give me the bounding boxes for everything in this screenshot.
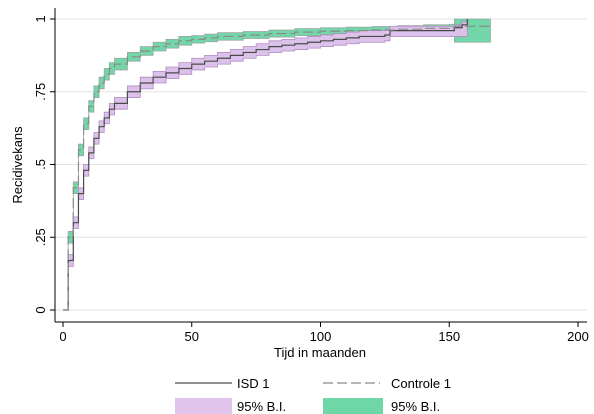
x-tick-label-1: 50 <box>185 329 199 344</box>
y-tick-label-1: .25 <box>33 228 48 246</box>
y-tick-label-3: .75 <box>33 83 48 101</box>
x-axis-title: Tijd in maanden <box>274 345 366 360</box>
survival-lines <box>63 19 491 311</box>
x-tick-label-2: 100 <box>310 329 332 344</box>
y-axis-ticks: 0 .25 .5 .75 1 <box>33 15 55 314</box>
y-axis-title: Recidivekans <box>10 126 25 204</box>
legend-label-0: ISD 1 <box>237 376 270 391</box>
legend-label-3: 95% B.I. <box>391 399 440 414</box>
x-tick-label-0: 0 <box>59 329 66 344</box>
legend-label-2: 95% B.I. <box>237 399 286 414</box>
x-tick-label-3: 150 <box>438 329 460 344</box>
series-line-1 <box>63 25 491 311</box>
x-axis-ticks: 0 50 100 150 200 <box>59 322 589 344</box>
legend-swatch-3 <box>323 398 383 414</box>
legend-swatch-2 <box>175 398 232 414</box>
y-tick-label-4: 1 <box>33 15 48 22</box>
legend: ISD 1 Controle 1 95% B.I. 95% B.I. <box>175 376 451 414</box>
legend-label-1: Controle 1 <box>391 376 451 391</box>
y-tick-label-2: .5 <box>33 159 48 170</box>
series-line-0 <box>63 19 468 311</box>
ci-band-1 <box>63 18 491 311</box>
x-tick-label-4: 200 <box>567 329 589 344</box>
grid-lines <box>55 18 587 311</box>
y-tick-label-0: 0 <box>33 306 48 313</box>
